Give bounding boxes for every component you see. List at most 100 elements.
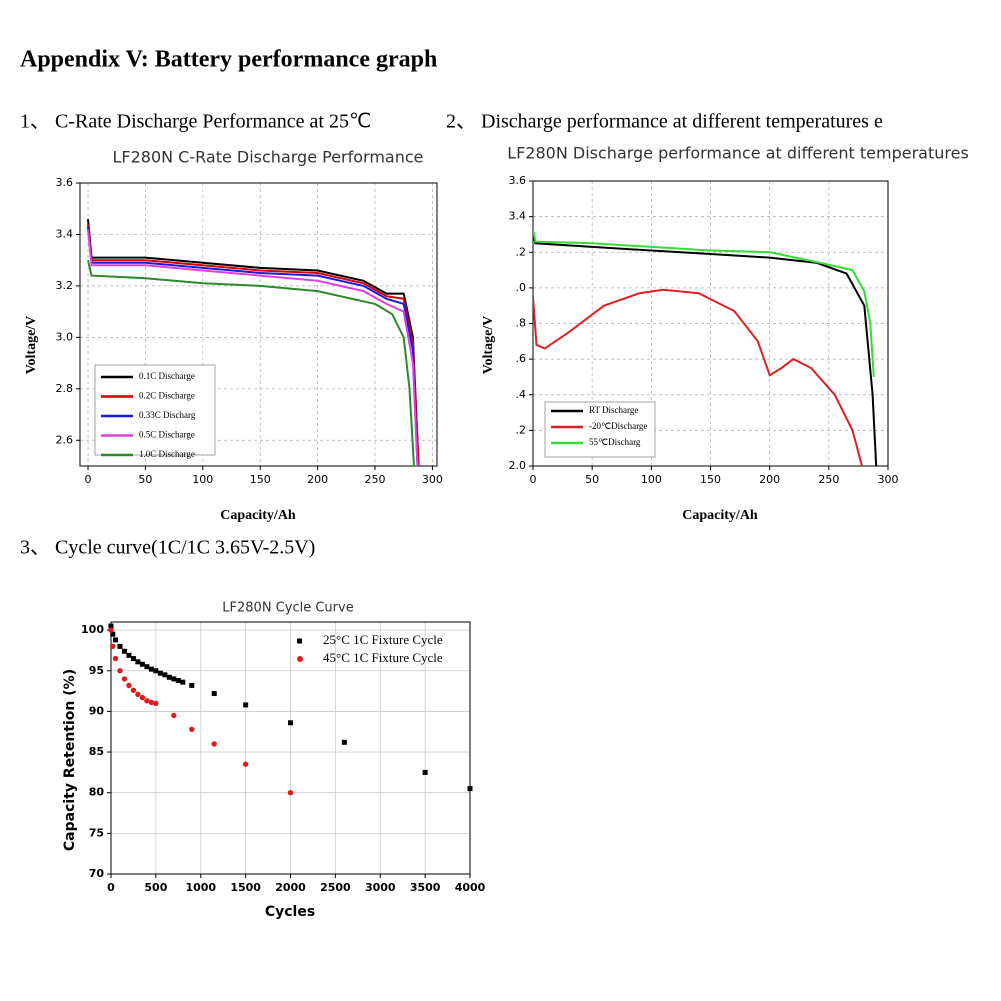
x-tick-label: 300 <box>422 473 443 486</box>
y-tick-label: .2 <box>516 423 527 436</box>
point <box>157 670 163 676</box>
legend-label: RT Discharge <box>589 405 638 415</box>
chart-title: LF280N C-Rate Discharge Performance <box>112 148 423 167</box>
point <box>171 676 177 682</box>
y-tick-label: 75 <box>89 826 104 839</box>
series-line <box>87 226 419 466</box>
series-line <box>87 259 415 466</box>
y-tick-label: 70 <box>89 867 105 880</box>
x-tick-label: 250 <box>365 473 386 486</box>
point <box>121 648 127 654</box>
page-title: Appendix V: Battery performance graph <box>20 47 437 73</box>
x-tick-label: 50 <box>138 473 152 486</box>
point <box>148 666 154 672</box>
y-tick-label: .6 <box>516 352 527 365</box>
chart-title: LF280N Discharge performance at differen… <box>507 144 969 163</box>
section-heading: 3、 Cycle curve(1C/1C 3.65V-2.5V) <box>20 537 315 559</box>
legend-label: 0.33C Discharg <box>139 410 196 420</box>
y-axis-label: Capacity Retention (%) <box>62 669 78 851</box>
x-tick-label: 3500 <box>410 881 441 894</box>
x-tick-label: 150 <box>700 473 721 486</box>
point <box>243 702 249 708</box>
point <box>180 679 186 685</box>
point <box>126 682 132 689</box>
point <box>108 623 114 629</box>
point <box>112 655 119 662</box>
x-tick-label: 0 <box>85 473 92 486</box>
legend-swatch <box>297 656 303 662</box>
y-tick-label: 2.0 <box>509 459 527 472</box>
y-tick-label: 3.6 <box>56 176 74 189</box>
section-heading: 2、 Discharge performance at different te… <box>446 111 883 133</box>
legend-label: -20℃Discharge <box>589 421 647 431</box>
y-axis-label: Voltage/V <box>481 316 496 375</box>
point <box>139 661 145 667</box>
point <box>126 652 132 658</box>
y-tick-label: 90 <box>89 704 105 717</box>
point <box>117 643 123 649</box>
point <box>121 676 128 682</box>
x-tick-label: 100 <box>192 473 213 486</box>
series-line <box>87 224 420 466</box>
x-tick-label: 300 <box>878 473 899 486</box>
y-tick-label: 3.2 <box>56 279 74 292</box>
legend-label: 1.0C Discharge <box>139 449 195 459</box>
y-tick-label: 3.4 <box>509 210 527 223</box>
series-line <box>533 288 863 466</box>
x-axis-label: Capacity/Ah <box>682 508 758 523</box>
y-tick-label: 2.8 <box>56 382 74 395</box>
point <box>341 739 347 745</box>
legend-label: 0.2C Discharge <box>139 391 195 401</box>
y-tick-label: 85 <box>89 745 104 758</box>
series-line <box>87 218 420 466</box>
x-tick-label: 200 <box>307 473 328 486</box>
y-tick-label: 80 <box>89 786 105 799</box>
point <box>110 643 116 650</box>
point <box>130 687 137 693</box>
point <box>162 672 168 678</box>
point <box>117 668 123 674</box>
point <box>175 678 181 684</box>
y-tick-label: .4 <box>516 388 527 401</box>
series-line <box>533 234 878 466</box>
y-axis-label: Voltage/V <box>24 316 39 375</box>
y-tick-label: .0 <box>516 281 527 294</box>
point <box>139 694 146 701</box>
x-tick-label: 150 <box>250 473 271 486</box>
point <box>211 741 217 747</box>
y-tick-label: 3.6 <box>509 174 527 187</box>
x-tick-label: 200 <box>759 473 780 486</box>
x-tick-label: 0 <box>107 881 115 894</box>
y-tick-label: 95 <box>89 664 104 677</box>
point <box>135 691 141 698</box>
section-heading: 1、 C-Rate Discharge Performance at 25℃ <box>20 111 371 133</box>
x-tick-label: 2000 <box>275 881 306 894</box>
y-tick-label: 3.0 <box>56 330 74 343</box>
x-tick-label: 4000 <box>455 881 486 894</box>
point <box>288 720 293 726</box>
chart-title: LF280N Cycle Curve <box>222 601 353 616</box>
plot-frame <box>110 621 471 875</box>
legend-label: 0.1C Discharge <box>139 371 195 381</box>
x-tick-label: 2500 <box>320 881 351 894</box>
x-tick-label: 1000 <box>185 881 216 894</box>
x-tick-label: 250 <box>818 473 839 486</box>
x-axis-label: Cycles <box>265 904 315 920</box>
y-tick-label: .8 <box>516 317 527 330</box>
point <box>135 659 141 665</box>
legend-swatch <box>297 638 302 644</box>
legend-label: 25°C 1C Fixture Cycle <box>323 632 443 647</box>
point <box>148 699 155 706</box>
point <box>189 682 195 688</box>
point <box>242 761 249 767</box>
point <box>467 786 473 792</box>
legend-label: 0.5C Discharge <box>139 430 195 440</box>
series-line <box>87 229 419 466</box>
point <box>144 664 150 670</box>
plot-frame <box>532 180 889 467</box>
point <box>171 712 177 719</box>
x-tick-label: 3000 <box>365 881 396 894</box>
series-line <box>533 228 875 377</box>
point <box>153 700 159 706</box>
